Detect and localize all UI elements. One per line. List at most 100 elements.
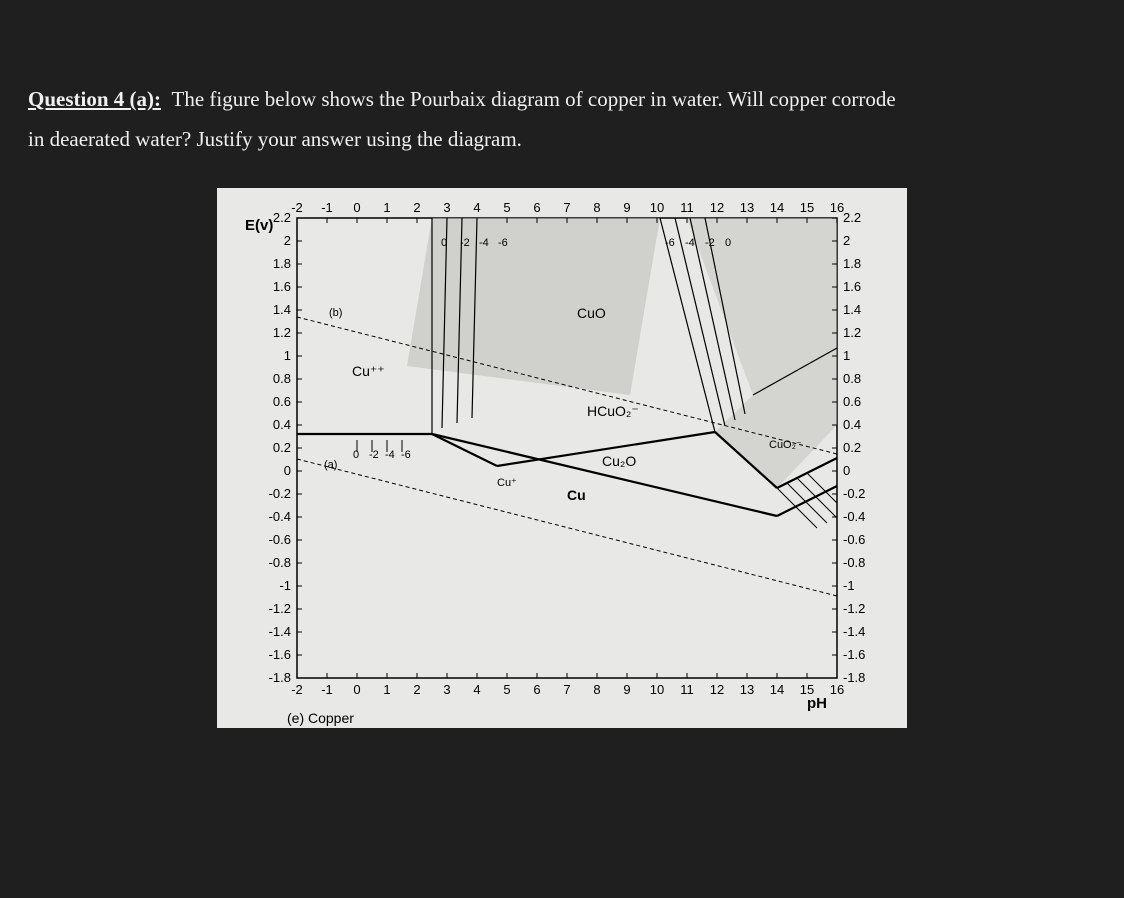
- svg-text:-0.8: -0.8: [843, 555, 865, 570]
- svg-text:3: 3: [443, 200, 450, 215]
- svg-text:-0.6: -0.6: [269, 532, 291, 547]
- iso-tr-0: -6: [665, 237, 675, 249]
- svg-text:1: 1: [284, 348, 291, 363]
- question-label: Question 4 (a):: [28, 87, 161, 111]
- svg-text:0.4: 0.4: [273, 417, 291, 432]
- label-cuplus: Cu⁺: [497, 477, 517, 489]
- svg-text:-2: -2: [291, 682, 303, 697]
- svg-text:5: 5: [503, 200, 510, 215]
- iso-tr-2: -2: [705, 237, 715, 249]
- label-cuo: CuO: [577, 305, 606, 321]
- svg-text:9: 9: [623, 200, 630, 215]
- b-cu-right: [777, 486, 837, 516]
- iso-t-3: -6: [498, 237, 508, 249]
- svg-text:1.2: 1.2: [843, 325, 861, 340]
- svg-text:1.4: 1.4: [273, 302, 291, 317]
- diagram-caption: (e) Copper: [287, 710, 354, 726]
- label-cu2o: Cu₂O: [602, 453, 636, 469]
- svg-text:2: 2: [284, 233, 291, 248]
- svg-text:-1.8: -1.8: [843, 670, 865, 685]
- svg-text:0.2: 0.2: [843, 440, 861, 455]
- svg-text:-1: -1: [279, 578, 291, 593]
- svg-text:-1.6: -1.6: [269, 647, 291, 662]
- svg-text:1: 1: [383, 200, 390, 215]
- svg-text:1.8: 1.8: [843, 256, 861, 271]
- svg-text:4: 4: [473, 200, 480, 215]
- svg-text:6: 6: [533, 200, 540, 215]
- svg-text:12: 12: [710, 200, 724, 215]
- svg-text:1.8: 1.8: [273, 256, 291, 271]
- svg-text:-1.4: -1.4: [843, 624, 865, 639]
- svg-text:4: 4: [473, 682, 480, 697]
- svg-text:0.4: 0.4: [843, 417, 861, 432]
- svg-text:-1: -1: [843, 578, 855, 593]
- svg-text:14: 14: [770, 200, 784, 215]
- iso-ticks: [357, 440, 402, 452]
- label-a: (a): [324, 459, 337, 471]
- b-cu-cu2o: [432, 434, 777, 516]
- question-body-2: in deaerated water? Justify your answer …: [28, 127, 522, 151]
- svg-text:14: 14: [770, 682, 784, 697]
- svg-text:1: 1: [843, 348, 850, 363]
- svg-text:-0.8: -0.8: [269, 555, 291, 570]
- svg-text:-1.6: -1.6: [843, 647, 865, 662]
- x-axis-label: pH: [807, 695, 827, 712]
- svg-text:15: 15: [800, 200, 814, 215]
- svg-text:7: 7: [563, 682, 570, 697]
- svg-text:2.2: 2.2: [273, 210, 291, 225]
- svg-text:12: 12: [710, 682, 724, 697]
- svg-text:2: 2: [843, 233, 850, 248]
- svg-text:-2: -2: [291, 200, 303, 215]
- svg-text:0: 0: [284, 463, 291, 478]
- svg-text:13: 13: [740, 682, 754, 697]
- iso-tr-1: -4: [685, 237, 695, 249]
- svg-text:0: 0: [843, 463, 850, 478]
- label-hcuo2: HCuO₂⁻: [587, 403, 639, 419]
- svg-text:11: 11: [680, 200, 694, 215]
- svg-text:1.4: 1.4: [843, 302, 861, 317]
- svg-text:11: 11: [680, 682, 694, 697]
- label-cu: Cu: [567, 487, 586, 503]
- svg-text:1: 1: [383, 682, 390, 697]
- svg-text:0.8: 0.8: [843, 371, 861, 386]
- svg-text:2: 2: [413, 200, 420, 215]
- svg-text:-1: -1: [321, 200, 333, 215]
- svg-text:1.6: 1.6: [843, 279, 861, 294]
- label-cu2plus: Cu⁺⁺: [352, 363, 385, 379]
- iso-m-1: -2: [369, 449, 379, 461]
- svg-text:-0.6: -0.6: [843, 532, 865, 547]
- svg-text:0.2: 0.2: [273, 440, 291, 455]
- svg-text:-1: -1: [321, 682, 333, 697]
- svg-text:7: 7: [563, 200, 570, 215]
- svg-text:13: 13: [740, 200, 754, 215]
- water-line-a: [297, 459, 837, 596]
- y-axis-label: E(v): [245, 217, 273, 234]
- iso-m-3: -6: [401, 449, 411, 461]
- svg-text:9: 9: [623, 682, 630, 697]
- question-text: Question 4 (a): The figure below shows t…: [28, 80, 1096, 160]
- svg-text:-1.4: -1.4: [269, 624, 291, 639]
- svg-text:-0.4: -0.4: [269, 509, 291, 524]
- svg-text:0.8: 0.8: [273, 371, 291, 386]
- pourbaix-diagram: -2-1012345678910111213141516 -2-10123456…: [217, 188, 907, 728]
- svg-text:10: 10: [650, 200, 664, 215]
- svg-text:5: 5: [503, 682, 510, 697]
- svg-text:-1.2: -1.2: [269, 601, 291, 616]
- svg-text:-1.2: -1.2: [843, 601, 865, 616]
- iso-m-2: -4: [385, 449, 395, 461]
- svg-text:2: 2: [413, 682, 420, 697]
- svg-text:0: 0: [353, 200, 360, 215]
- svg-text:6: 6: [533, 682, 540, 697]
- svg-text:-0.4: -0.4: [843, 509, 865, 524]
- svg-text:8: 8: [593, 682, 600, 697]
- b-cu2-cu2o: [432, 434, 497, 466]
- svg-text:-0.2: -0.2: [843, 486, 865, 501]
- svg-text:0.6: 0.6: [273, 394, 291, 409]
- iso-t-0: 0: [441, 237, 447, 249]
- label-cuo2: CuO₂⁻: [769, 439, 802, 451]
- iso-m-0: 0: [353, 449, 359, 461]
- svg-text:0: 0: [353, 682, 360, 697]
- svg-text:8: 8: [593, 200, 600, 215]
- right-shade: [687, 218, 837, 488]
- label-b: (b): [329, 307, 342, 319]
